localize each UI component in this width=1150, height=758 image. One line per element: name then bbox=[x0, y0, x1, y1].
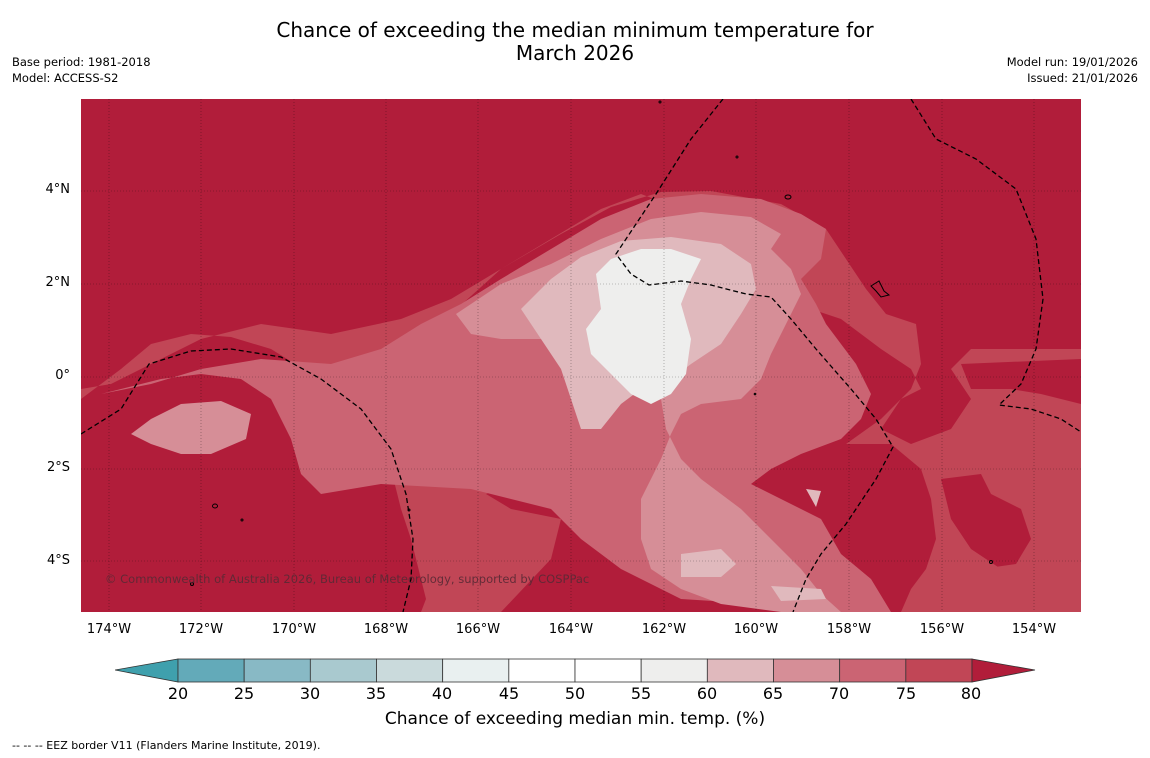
colorbar-cell bbox=[574, 658, 642, 683]
lon-label-166w: 166°W bbox=[455, 622, 501, 637]
cbar-tick-80: 80 bbox=[960, 684, 982, 703]
colorbar-above-arrow bbox=[971, 658, 1036, 683]
cbar-tick-55: 55 bbox=[630, 684, 652, 703]
lat-label-4s: 4°S bbox=[46, 553, 70, 568]
colorbar-cell bbox=[309, 658, 377, 683]
cbar-tick-35: 35 bbox=[365, 684, 387, 703]
cbar-tick-65: 65 bbox=[762, 684, 784, 703]
model-name: Model: ACCESS-S2 bbox=[12, 71, 119, 85]
map-title: Chance of exceeding the median minimum t… bbox=[0, 19, 1150, 65]
issued-date: Issued: 21/01/2026 bbox=[1027, 71, 1138, 85]
colorbar bbox=[114, 658, 1037, 688]
meta-right: Model run: 19/01/2026 Issued: 21/01/2026 bbox=[1007, 54, 1138, 86]
cbar-tick-30: 30 bbox=[299, 684, 321, 703]
colorbar-below-arrow bbox=[114, 658, 179, 683]
lon-label-168w: 168°W bbox=[363, 622, 409, 637]
copyright-text: © Commonwealth of Australia 2026, Bureau… bbox=[105, 572, 590, 586]
lon-label-156w: 156°W bbox=[919, 622, 965, 637]
colorbar-cells bbox=[177, 658, 973, 683]
cbar-tick-45: 45 bbox=[498, 684, 520, 703]
colorbar-cell bbox=[508, 658, 576, 683]
lon-label-174w: 174°W bbox=[86, 622, 132, 637]
lat-label-2s: 2°S bbox=[46, 460, 70, 475]
cbar-tick-50: 50 bbox=[564, 684, 586, 703]
colorbar-cell bbox=[706, 658, 774, 683]
cbar-tick-75: 75 bbox=[895, 684, 917, 703]
colorbar-cell bbox=[243, 658, 311, 683]
base-period: Base period: 1981-2018 bbox=[12, 55, 151, 69]
lon-label-170w: 170°W bbox=[271, 622, 317, 637]
title-line-1: Chance of exceeding the median minimum t… bbox=[276, 18, 874, 42]
eez-borders bbox=[81, 99, 1081, 612]
band-55-60 bbox=[586, 249, 701, 404]
colorbar-cell bbox=[177, 658, 245, 683]
cbar-tick-25: 25 bbox=[233, 684, 255, 703]
lon-label-172w: 172°W bbox=[178, 622, 224, 637]
cbar-tick-60: 60 bbox=[696, 684, 718, 703]
cbar-tick-40: 40 bbox=[431, 684, 453, 703]
cbar-tick-20: 20 bbox=[167, 684, 189, 703]
title-line-2: March 2026 bbox=[515, 41, 635, 65]
lat-label-2n: 2°N bbox=[45, 275, 71, 290]
colorbar-cell bbox=[376, 658, 444, 683]
colorbar-label: Chance of exceeding median min. temp. (%… bbox=[384, 709, 766, 729]
lon-label-162w: 162°W bbox=[641, 622, 687, 637]
lon-label-154w: 154°W bbox=[1011, 622, 1057, 637]
map-canvas bbox=[81, 99, 1081, 612]
lat-label-0: 0° bbox=[55, 368, 70, 383]
lon-label-160w: 160°W bbox=[733, 622, 779, 637]
colorbar-cell bbox=[442, 658, 510, 683]
cbar-tick-70: 70 bbox=[828, 684, 850, 703]
probability-map[interactable]: © Commonwealth of Australia 2026, Bureau… bbox=[81, 99, 1081, 612]
colorbar-cell bbox=[640, 658, 708, 683]
colorbar-cell bbox=[905, 658, 973, 683]
islands bbox=[190, 100, 993, 586]
model-run: Model run: 19/01/2026 bbox=[1006, 55, 1138, 69]
colorbar-cell bbox=[839, 658, 907, 683]
meta-left: Base period: 1981-2018 Model: ACCESS-S2 bbox=[12, 54, 151, 86]
lon-label-164w: 164°W bbox=[548, 622, 594, 637]
lon-label-158w: 158°W bbox=[826, 622, 872, 637]
lat-label-4n: 4°N bbox=[45, 182, 71, 197]
eez-legend: -- -- -- EEZ border V11 (Flanders Marine… bbox=[12, 739, 321, 752]
colorbar-cell bbox=[773, 658, 841, 683]
band-75-80 bbox=[81, 191, 1081, 612]
